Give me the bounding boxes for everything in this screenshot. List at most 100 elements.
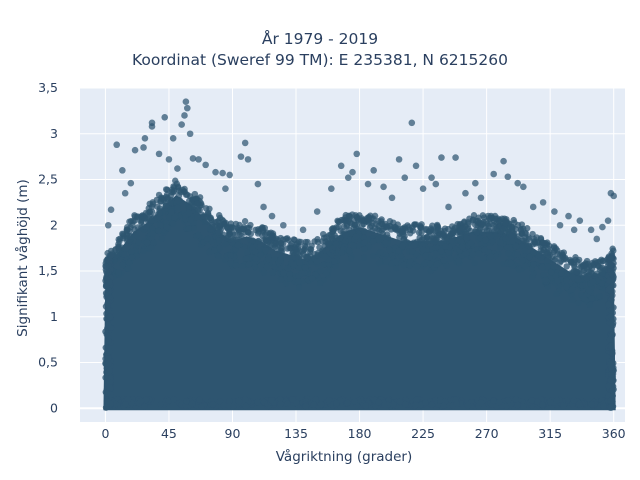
data-point [254,230,262,237]
data-point [115,243,122,250]
data-point [301,264,309,271]
data-point [356,212,363,219]
outlier-point [432,180,440,188]
data-point [114,268,122,276]
data-point [609,349,616,357]
data-point [310,401,318,408]
data-point [157,222,164,229]
data-point [404,222,411,229]
outlier-point [186,130,194,138]
data-point [302,403,309,410]
outlier-point [514,179,521,187]
data-point [185,209,193,217]
outlier-point [226,171,233,179]
data-point [191,190,199,198]
data-point [122,400,129,408]
data-point [257,251,264,259]
data-point [540,271,548,278]
data-point [350,242,357,250]
data-point [563,277,570,285]
data-point [390,401,397,408]
data-point [175,197,182,205]
outlier-point [131,146,139,154]
data-point [149,230,157,237]
data-point [569,273,576,280]
data-point [263,263,271,271]
y-tick-label: 0,5 [38,355,58,370]
data-point [112,400,119,408]
data-point [361,239,368,246]
data-point [583,257,591,265]
outlier-point [408,119,416,127]
y-tick-label: 2,5 [38,172,58,187]
data-point [407,258,414,265]
data-point [475,250,482,257]
data-point [146,200,153,208]
data-point [384,234,392,242]
data-point [245,229,252,236]
data-point [492,253,499,260]
data-point [522,229,529,237]
outlier-point [599,223,606,231]
x-tick-label: 270 [475,426,499,441]
data-point [478,221,485,229]
data-point [352,233,360,240]
data-point [588,295,595,302]
data-point [575,299,582,307]
data-point [479,228,486,236]
data-point [331,232,338,239]
data-point [103,268,110,276]
data-point [211,247,218,254]
data-point [134,214,141,221]
data-point [206,205,213,213]
data-point [580,262,587,269]
data-point [553,291,560,298]
data-point [320,234,328,242]
data-point [607,307,615,314]
y-axis-title: Signifikant våghöjd (m) [14,179,31,337]
data-point [563,283,570,291]
data-point [106,347,113,355]
data-point [487,221,494,228]
outlier-point [254,180,262,188]
data-point [189,400,196,408]
data-point [526,253,533,261]
outlier-point [280,221,287,229]
data-point [396,398,404,405]
data-point [534,398,541,405]
outlier-point [388,194,396,202]
data-point [514,401,521,409]
data-point [165,397,173,405]
data-point [607,377,615,384]
data-point [241,396,249,403]
data-point [462,249,470,257]
outlier-point [155,150,163,158]
data-point [338,249,345,256]
data-point [383,258,390,266]
data-point [393,264,400,272]
data-point [105,337,112,345]
data-point [539,401,546,408]
data-point [155,227,162,235]
data-point [496,239,504,246]
data-point [443,262,451,270]
data-point [455,257,463,265]
data-point [593,270,600,277]
outlier-point [520,183,527,191]
outlier-point [169,135,177,142]
outlier-point [222,185,229,192]
data-point [600,257,607,265]
y-tick-label: 1,5 [38,263,58,278]
data-point [261,269,268,276]
data-point [585,287,593,295]
data-point [609,322,616,329]
data-point [333,399,340,407]
data-point [204,235,211,242]
data-point [569,286,576,293]
data-point [473,217,480,225]
data-point [540,239,547,247]
data-point [519,403,527,410]
x-tick-label: 315 [538,426,562,441]
data-point [232,220,240,228]
data-point [589,278,597,286]
